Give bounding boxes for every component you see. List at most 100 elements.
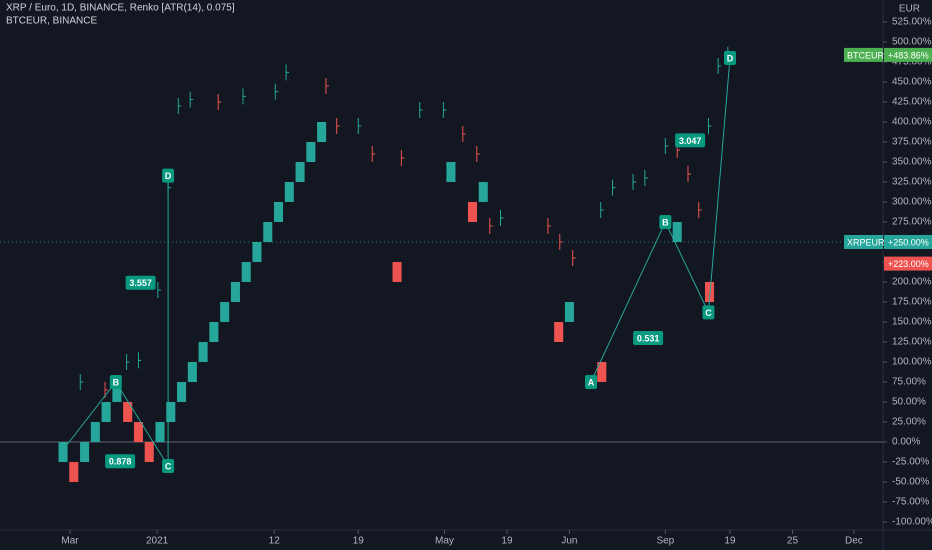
renko-brick <box>554 322 564 342</box>
pattern-point-label: B <box>662 217 669 227</box>
x-tick-label: Sep <box>656 536 674 547</box>
renko-brick <box>209 322 219 342</box>
ratio-label: 3.047 <box>679 136 702 146</box>
pattern-point-label: D <box>165 171 172 181</box>
y-tick-label: 450.00% <box>892 77 932 88</box>
y-tick-label: 425.00% <box>892 97 932 108</box>
renko-brick <box>187 362 197 382</box>
series-name-box <box>844 47 883 62</box>
renko-brick <box>144 442 154 462</box>
pattern-point-label: C <box>705 308 712 318</box>
renko-brick <box>263 222 273 242</box>
x-tick-label: Dec <box>845 536 863 547</box>
y-tick-label: 375.00% <box>892 137 932 148</box>
pattern-point-label: B <box>113 377 120 387</box>
y-tick-label: 125.00% <box>892 337 932 348</box>
ratio-label: 3.557 <box>129 278 152 288</box>
pattern-point-label: A <box>588 377 595 387</box>
pattern-line <box>59 175 169 468</box>
y-tick-label: -25.00% <box>892 457 929 468</box>
y-tick-label: 150.00% <box>892 317 932 328</box>
renko-brick <box>112 382 122 402</box>
last-value-box <box>884 47 932 62</box>
y-tick-label: 175.00% <box>892 297 932 308</box>
x-tick-label: Mar <box>61 536 79 547</box>
x-tick-label: 25 <box>787 536 799 547</box>
renko-brick <box>133 422 143 442</box>
last-value-box <box>884 256 932 271</box>
axis-unit: EUR <box>899 4 920 15</box>
pattern-line <box>590 57 731 383</box>
renko-brick <box>58 442 68 462</box>
last-value-label: +250.00% <box>888 237 929 247</box>
y-tick-label: 325.00% <box>892 177 932 188</box>
renko-brick <box>564 302 574 322</box>
renko-brick <box>672 222 682 242</box>
y-tick-label: 350.00% <box>892 157 932 168</box>
renko-brick <box>446 162 456 182</box>
pattern-point-box <box>659 215 672 229</box>
ratio-box <box>675 133 706 148</box>
renko-brick <box>241 262 251 282</box>
y-tick-label: 100.00% <box>892 357 932 368</box>
pattern-point-box <box>702 305 715 320</box>
pattern-point-box <box>585 375 598 389</box>
x-tick-label: 19 <box>501 536 513 547</box>
renko-brick <box>597 362 607 382</box>
renko-brick <box>155 422 165 442</box>
renko-brick <box>220 302 230 322</box>
y-tick-label: 400.00% <box>892 117 932 128</box>
renko-brick <box>392 262 402 282</box>
renko-brick <box>80 442 90 462</box>
renko-brick <box>101 402 111 422</box>
x-tick-label: 19 <box>353 536 365 547</box>
series-name: BTCEUR <box>847 50 885 60</box>
chart-subtitle: BTCEUR, BINANCE <box>6 16 97 27</box>
y-tick-label: -75.00% <box>892 497 929 508</box>
pattern-point-box <box>109 375 122 389</box>
renko-brick <box>274 202 284 222</box>
ratio-label: 0.531 <box>637 333 660 343</box>
last-value-label: +483.86% <box>888 50 929 60</box>
renko-brick <box>306 142 316 162</box>
pattern-point-label: D <box>727 53 734 63</box>
renko-brick <box>123 402 133 422</box>
y-tick-label: 300.00% <box>892 197 932 208</box>
renko-brick <box>467 202 478 222</box>
renko-brick <box>177 382 187 402</box>
pattern-point-box <box>162 459 175 473</box>
renko-brick <box>90 422 100 442</box>
y-tick-label: 500.00% <box>892 37 932 48</box>
y-tick-label: 525.00% <box>892 17 932 28</box>
x-tick-label: Jun <box>561 536 577 547</box>
series-name: XRPEUR <box>847 237 885 247</box>
y-tick-label: 50.00% <box>892 397 926 408</box>
ratio-label: 0.878 <box>109 457 132 467</box>
renko-brick <box>166 402 176 422</box>
y-tick-label: 25.00% <box>892 417 926 428</box>
last-value-box <box>884 235 932 249</box>
ratio-box <box>125 275 156 290</box>
y-tick-label: -50.00% <box>892 477 929 488</box>
last-value-label: +223.00% <box>888 259 929 269</box>
renko-brick <box>317 122 327 142</box>
renko-brick <box>69 462 79 482</box>
x-tick-label: 2021 <box>146 536 169 547</box>
x-tick-label: 12 <box>269 536 281 547</box>
renko-brick <box>198 342 208 362</box>
renko-brick <box>704 282 715 302</box>
renko-brick <box>295 162 305 182</box>
x-tick-label: May <box>435 536 454 547</box>
y-tick-label: 275.00% <box>892 217 932 228</box>
series-name-box <box>844 235 883 249</box>
y-tick-label: 75.00% <box>892 377 926 388</box>
y-tick-label: 0.00% <box>892 437 920 448</box>
pattern-point-box <box>723 51 736 65</box>
pattern-point-box <box>162 168 175 183</box>
ratio-box <box>105 454 136 469</box>
y-tick-label: 200.00% <box>892 277 932 288</box>
renko-brick <box>230 282 240 302</box>
y-tick-label: -100.00% <box>892 517 932 528</box>
